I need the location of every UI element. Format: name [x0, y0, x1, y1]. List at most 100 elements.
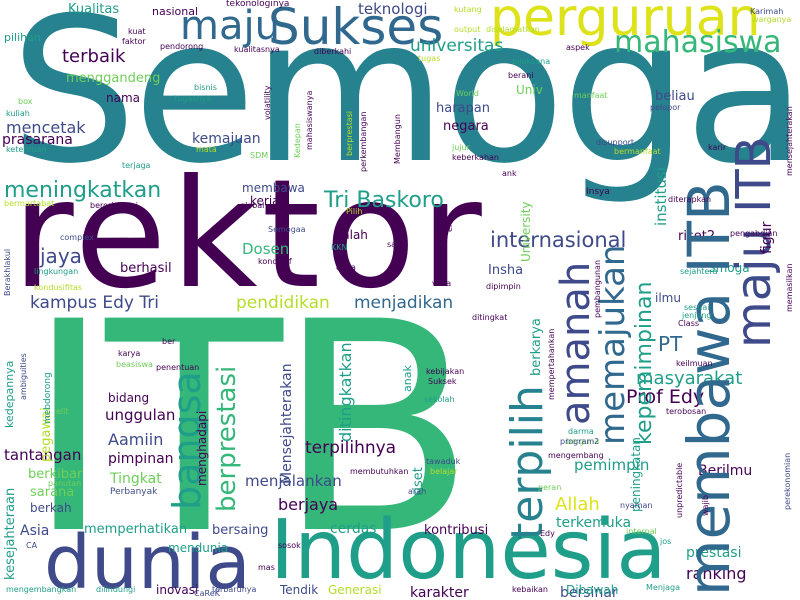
word-edy: Edy — [540, 529, 555, 538]
word-aspek: aspek — [566, 43, 590, 52]
word-ber: ber — [162, 337, 176, 346]
word-riset2: riset2 — [678, 229, 716, 244]
word-mebdorong: mebdorong — [43, 372, 53, 424]
word-rektor: rektor — [12, 148, 486, 322]
word-ditingkatkan: ditingkatkan — [336, 342, 355, 442]
word-membangun: Membangun — [393, 114, 402, 164]
word-tugasnya: tugasnya — [174, 94, 212, 103]
word-mengembangkan: mengembangkan — [6, 585, 77, 594]
word-tugas: tugas — [418, 54, 441, 63]
word-prof-edy: Prof Edy — [626, 386, 705, 408]
word-manfaat: manfaat — [574, 91, 608, 100]
word-cerdas: cerdas — [330, 521, 377, 537]
word-berkibar: berkibar — [28, 467, 83, 482]
word-carek: CaReK — [194, 589, 220, 598]
word-kedepannya: kedepannya — [3, 360, 16, 428]
word-meningkatkan: meningkatkan — [4, 178, 162, 203]
word-dunia: dunia — [44, 520, 251, 600]
word-kampus-edy-tri: kampus Edy Tri — [30, 293, 159, 313]
word-perkembangan: perkembangan — [359, 111, 368, 172]
word-sarana-2: sarana — [30, 485, 75, 500]
word-sosok: sosok — [278, 541, 301, 550]
word-vuca: vuca — [432, 279, 452, 288]
word-nama: nama — [106, 91, 141, 105]
word-jujur: jujur — [452, 143, 470, 152]
word-terkemuka: terkemuka — [556, 515, 632, 531]
word-prestasi: prestasi — [686, 545, 742, 561]
word-allah: Allah — [555, 494, 600, 515]
word-kemajuan: kemajuan — [192, 131, 261, 147]
word-panutan: panutan — [48, 479, 82, 488]
word-lingkungan: lingkungan — [34, 267, 79, 276]
word-output: output — [454, 25, 481, 34]
word-mahasiswanya: mahasiswanya — [305, 90, 314, 150]
word-pilih: Pilih — [346, 207, 363, 216]
word-amanah: amanah — [553, 261, 599, 425]
word-dibawah: Dibawah — [566, 583, 619, 597]
word-tawaduk: tawaduk — [426, 457, 461, 466]
word-pendorong: pendorong — [160, 42, 204, 51]
word-mas: mas — [258, 563, 275, 572]
word-diterapkan: diterapkan — [668, 195, 712, 204]
word-menghadapi: menghadapi — [195, 410, 209, 486]
word-mencetak: mencetak — [6, 118, 86, 137]
word-university: University — [519, 201, 533, 262]
word-generasi: Generasi — [328, 583, 382, 597]
word-ilmu: ilmu — [655, 291, 681, 305]
word-unggulan: unggulan — [105, 406, 176, 424]
word-kualitasnya: kualitasnya — [234, 45, 280, 54]
word-karir: karir — [708, 143, 727, 152]
word-program2-text: program2 — [560, 437, 600, 446]
word-mahasiswa: mahasiswa — [614, 25, 782, 60]
word-kualitas: Kualitas — [68, 2, 120, 17]
word-pengabdian: pengabdian — [730, 229, 778, 238]
word-mensejahterakan: Mensejahterakan — [279, 363, 295, 484]
word-suksek: Suksek — [428, 377, 457, 386]
word-peran: peran — [538, 483, 562, 492]
word-bijaksana: bijaksana — [512, 57, 551, 66]
word-kontribusi: kontribusi — [424, 523, 489, 538]
word-sekolah: sekolah — [424, 395, 455, 404]
word-tri-baskoro: Tri Baskoro — [324, 188, 444, 213]
word-berjaya: berjaya — [278, 495, 339, 514]
word-anak: anak — [401, 365, 414, 392]
word-kerja: kerja — [250, 194, 280, 208]
word-penentuan: penentuan — [156, 363, 200, 372]
word-keberkahan: keberkahan — [452, 153, 499, 162]
word-harapan: harapan — [436, 101, 490, 116]
word-membawa-itb-v: membawa ITB — [675, 181, 743, 596]
word-tingkat: Tingkat — [110, 471, 162, 487]
word-berakhlakul: Berakhlakul — [3, 248, 12, 296]
word-memperhatikan: memperhatikan — [84, 522, 188, 537]
word-dipimpin: dipimpin — [486, 282, 521, 291]
word-sains: sains — [387, 240, 408, 249]
word-berani: berani — [508, 71, 534, 80]
word-internal: internal — [626, 527, 657, 536]
word-bermanfaat: bermanfaat — [614, 147, 661, 156]
word-perguruan: perguruan — [490, 0, 761, 48]
word-negara: negara — [443, 119, 489, 134]
word-sdm: SDM — [250, 151, 269, 160]
word-unpredictable: unpredictable — [675, 462, 684, 518]
word-menjalankan: menjalankan — [245, 472, 342, 490]
word-berorientasi: berorientasi — [90, 201, 138, 210]
word-mengembang: mengembang — [548, 451, 604, 460]
word-beasiswa: beasiswa — [116, 360, 153, 369]
word-berilmu: Berilmu — [698, 463, 753, 479]
word-pimpinan: pimpinan — [108, 451, 174, 467]
word-bidang: bidang — [108, 391, 150, 405]
word-ketentuan: ketentuan — [6, 145, 47, 154]
word-membawa-s: membawa — [242, 181, 305, 195]
word-semoga: Semoga — [10, 0, 800, 208]
word-kesejahteraan: kesejahteraan — [3, 487, 18, 580]
word-insya: Insya — [586, 187, 610, 197]
word-box: box — [18, 97, 33, 106]
word-kedepan: Kedepan — [293, 123, 302, 158]
word-pt: PT — [658, 332, 683, 356]
word-kebaikan: kebaikan — [512, 585, 548, 594]
word-mensejahterakan-s: mensejahterakan — [785, 106, 794, 176]
word-diberkahi: diberkahi — [314, 47, 352, 56]
word-terobosan: terobosan — [666, 407, 707, 416]
word-karimah: Karimah — [750, 7, 784, 16]
